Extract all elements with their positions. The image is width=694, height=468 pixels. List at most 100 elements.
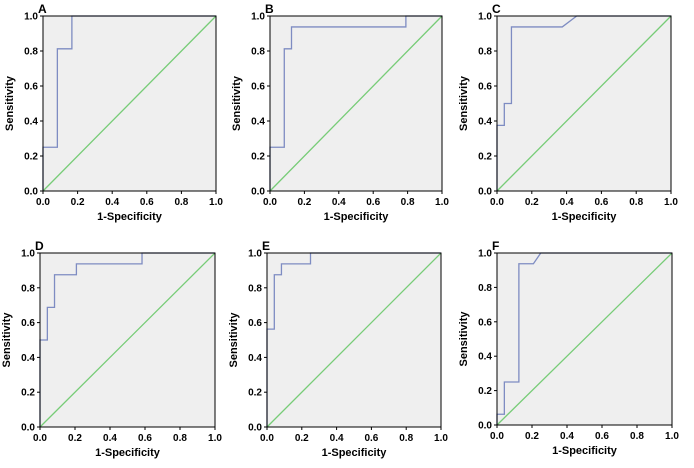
panel-f: 0.0 0.2 0.4 0.6 0.8 1.0 0.0 0.2 0.4 0.6 0.8 1.0 1-Sp… [458,239,679,457]
reference-line [266,252,442,428]
x-tick-label: 0.6 [594,197,608,208]
plot-frame [42,15,217,192]
y-tick-label: 0.0 [21,423,35,434]
plot-frame [269,15,443,192]
panel-c: 0.0 0.2 0.4 0.6 0.8 1.0 0.0 0.2 0.4 0.6 0.8 1.0 1-Sp… [458,2,678,223]
x-tick-label: 0.4 [560,197,574,208]
x-tick-label: 0.6 [138,433,152,444]
x-axis-title: 1-Specificity [324,211,390,223]
plot-frame [266,252,442,428]
y-tick-label: 0.6 [478,82,492,93]
roc-curve [496,15,671,191]
y-tick-label: 0.2 [21,388,35,399]
plot-frame [39,252,216,428]
reference-line [42,15,217,192]
x-tick-label: 0.6 [366,197,380,208]
y-tick-label: 0.6 [21,318,35,329]
y-tick-label: 0.2 [24,152,38,163]
x-tick-label: 1.0 [209,197,223,208]
panel-label: E [262,239,270,253]
y-tick-label: 0.4 [248,353,262,364]
x-tick-label: 0.8 [401,197,415,208]
panel-e: 0.0 0.2 0.4 0.6 0.8 1.0 0.0 0.2 0.4 0.6 0.8 1.0 1-Sp… [228,239,448,459]
x-tick-label: 1.0 [664,197,678,208]
y-tick-label: 0.2 [478,386,492,397]
x-tick-label: 0.2 [525,431,539,442]
x-tick-label: 0.8 [174,197,188,208]
x-tick-label: 0.2 [295,433,309,444]
y-tick-label: 0.8 [24,47,38,58]
y-tick-label: 0.6 [24,82,38,93]
panel-label: D [35,239,44,253]
panel-label: C [492,2,501,16]
panel-a: 0.0 0.2 0.4 0.6 0.8 1.0 0.0 0.2 0.4 0.6 0.8 1.0 1-Sp… [4,2,223,223]
x-axis-title: 1-Specificity [95,447,161,459]
y-axis-title: Sensitivity [1,312,13,368]
y-tick-label: 1.0 [24,12,38,23]
x-tick-label: 0.4 [105,197,119,208]
y-tick-label: 0.4 [251,117,265,128]
y-tick-label: 1.0 [478,249,492,260]
y-tick-label: 1.0 [248,249,262,260]
y-tick-label: 0.0 [248,423,262,434]
x-tick-label: 0.8 [629,197,643,208]
x-tick-label: 0.0 [260,433,274,444]
roc-curve [266,252,441,427]
y-axis-title: Sensitivity [4,75,16,131]
x-tick-label: 0.0 [36,197,50,208]
x-tick-label: 0.0 [263,197,277,208]
y-tick-label: 0.8 [478,283,492,294]
x-tick-label: 0.4 [332,197,346,208]
y-tick-label: 0.8 [248,283,262,294]
x-tick-label: 0.4 [560,431,574,442]
x-tick-label: 0.0 [490,197,504,208]
reference-line [496,15,672,192]
y-tick-label: 0.4 [478,352,492,363]
reference-line [496,252,673,426]
y-tick-label: 0.8 [21,283,35,294]
y-tick-label: 1.0 [478,12,492,23]
y-tick-label: 0.6 [248,318,262,329]
x-axis-title: 1-Specificity [552,211,618,223]
plot-frame [496,15,672,192]
x-tick-label: 0.6 [595,431,609,442]
plot-frame [496,252,673,426]
x-tick-label: 1.0 [434,433,448,444]
x-tick-label: 0.2 [68,433,82,444]
y-axis-title: Sensitivity [228,312,240,368]
x-axis-title: 1-Specificity [322,447,388,459]
x-tick-label: 1.0 [208,433,222,444]
y-tick-label: 0.2 [251,152,265,163]
panel-label: F [492,239,499,253]
panel-d: 0.0 0.2 0.4 0.6 0.8 1.0 0.0 0.2 0.4 0.6 0.8 1.0 1-Sp… [1,239,222,459]
x-tick-label: 0.4 [103,433,117,444]
y-tick-label: 1.0 [251,12,265,23]
y-tick-label: 0.8 [251,47,265,58]
x-tick-label: 0.8 [173,433,187,444]
y-tick-label: 0.4 [24,117,38,128]
x-tick-label: 0.0 [33,433,47,444]
y-tick-label: 0.6 [478,317,492,328]
reference-line [39,252,216,428]
y-tick-label: 0.0 [251,187,265,198]
x-tick-label: 0.8 [630,431,644,442]
x-tick-label: 0.2 [525,197,539,208]
y-axis-title: Sensitivity [231,75,243,131]
x-tick-label: 0.4 [330,433,344,444]
reference-line [269,15,443,192]
y-tick-label: 0.4 [478,117,492,128]
y-axis-title: Sensitivity [458,311,470,367]
x-axis-title: 1-Specificity [97,211,163,223]
y-tick-label: 0.0 [24,187,38,198]
y-axis-title: Sensitivity [458,75,470,131]
x-tick-label: 1.0 [665,431,679,442]
panel-label: A [38,2,47,16]
x-tick-label: 0.6 [364,433,378,444]
y-tick-label: 0.2 [248,388,262,399]
x-axis-title: 1-Specificity [552,445,618,457]
y-tick-label: 0.0 [478,421,492,432]
x-tick-label: 0.6 [140,197,154,208]
x-tick-label: 0.2 [297,197,311,208]
y-tick-label: 0.6 [251,82,265,93]
